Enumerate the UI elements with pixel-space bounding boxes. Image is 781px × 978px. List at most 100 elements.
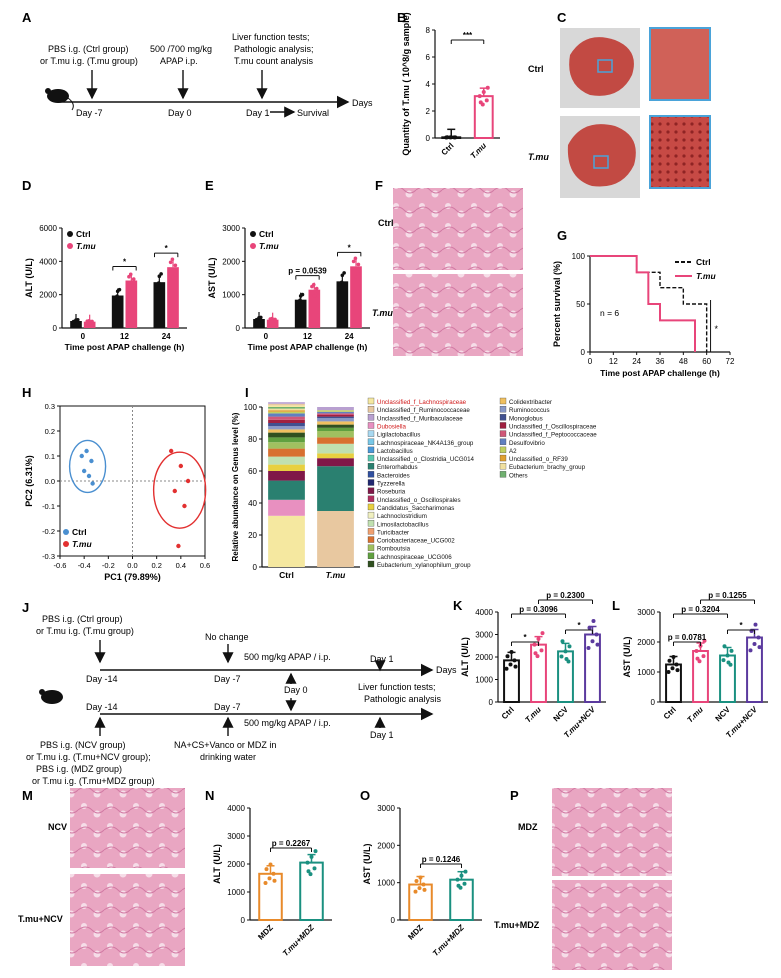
panel-label-o: O [360, 788, 370, 803]
x-tick-label: 60 [702, 357, 711, 366]
y-tick-label: 0.2 [45, 427, 55, 436]
j-days: Days [436, 665, 457, 675]
legend-label: Coriobacteriaceae_UCG002 [377, 538, 455, 545]
legend-label: Unclassified_f_Muribaculaceae [377, 415, 463, 422]
data-point [115, 289, 120, 294]
sig-annotation: * [715, 324, 719, 334]
data-point [675, 668, 680, 673]
data-point [422, 887, 427, 892]
panel-label-b: B [397, 10, 406, 25]
legend-swatch [499, 438, 507, 445]
data-point [540, 631, 545, 636]
j-day-m7a: Day -7 [214, 674, 241, 684]
k-top-annotation: p = 0.2300 [546, 591, 585, 600]
l-top-annotation: p = 0.1255 [708, 591, 747, 600]
data-point [172, 488, 177, 494]
data-point [74, 318, 78, 322]
legend-swatch [499, 422, 507, 429]
legend-marker [63, 529, 69, 535]
j-day-m14b: Day -14 [86, 702, 118, 712]
j-day-m14a: Day -14 [86, 674, 118, 684]
y-tick-label: 6 [426, 53, 431, 62]
mouse-icon [45, 88, 74, 111]
timeline-j: PBS i.g. (Ctrl group) or T.mu i.g. (T.mu… [26, 614, 457, 786]
data-point [176, 543, 181, 549]
data-point [273, 317, 277, 322]
y-tick-label: 0 [236, 324, 241, 333]
data-point [445, 135, 450, 140]
data-point [131, 277, 136, 281]
survival-line [590, 255, 696, 352]
y-tick-label: 2 [426, 107, 431, 116]
liver-photos-c: Ctrl T.mu [528, 27, 711, 198]
data-point [753, 622, 758, 627]
stack-segment [268, 408, 305, 411]
legend-swatch [499, 446, 507, 454]
legend-swatch [367, 528, 375, 535]
j-top1: PBS i.g. (Ctrl group) [42, 614, 123, 624]
data-point [722, 644, 727, 649]
stack-segment [317, 410, 354, 412]
y-tick-label: 100 [244, 403, 258, 412]
data-point [449, 135, 454, 140]
n-annotation: p = 0.2267 [272, 839, 311, 848]
chart-n: 0 1000 2000 3000 4000 ALT (U/L) MDZ T.mu+MDZ p =… [212, 804, 332, 958]
data-point [312, 294, 317, 298]
data-point [309, 854, 314, 859]
stack-segment [268, 407, 305, 409]
y-tick-label: 40 [248, 499, 257, 508]
o-annotation: p = 0.1246 [422, 855, 461, 864]
x-axis-label: Time post APAP challenge (h) [248, 342, 368, 352]
stack-segment [268, 410, 305, 412]
j-day1b: Day 1 [370, 730, 394, 740]
y-tick-label: 1000 [222, 291, 240, 300]
data-point [417, 886, 422, 891]
y-tick-label: 4 [426, 80, 431, 89]
data-point [173, 272, 177, 277]
x-tick-label: 12 [303, 332, 312, 341]
stack-segment [268, 426, 305, 430]
panel-label-j: J [22, 600, 29, 615]
data-point [695, 656, 700, 661]
data-point [413, 889, 418, 894]
data-point [90, 481, 95, 486]
data-point [513, 664, 518, 669]
data-point [533, 651, 538, 656]
stack-segment [317, 466, 354, 511]
data-point [312, 866, 317, 871]
legend-swatch [367, 520, 375, 527]
x-tick-label: NCV [714, 705, 733, 724]
legend-label: Lactobacillus [377, 448, 413, 455]
stack-segment [268, 442, 305, 449]
j-bot2: or T.mu i.g. (T.mu+NCV group); [26, 752, 151, 762]
l-right-annotation: * [739, 621, 743, 630]
stack-segment [268, 515, 305, 567]
legend-swatch [367, 471, 375, 478]
x-axis-label: Time post APAP challenge (h) [65, 342, 185, 352]
bar [153, 282, 166, 328]
data-point [674, 662, 679, 667]
legend-label: Ligilactobacillus [377, 432, 420, 439]
y-tick-label: 0 [391, 916, 396, 925]
legend-label: Eubacterium_brachy_group [509, 464, 586, 471]
data-point [594, 632, 599, 637]
legend-swatch [499, 414, 507, 421]
y-tick-label: 3000 [222, 224, 240, 233]
stack-segment [268, 471, 305, 481]
data-point [539, 648, 544, 653]
stack-segment [268, 480, 305, 500]
data-point [591, 619, 596, 623]
legend-swatch [367, 438, 375, 445]
data-point [459, 873, 464, 878]
d-sig-annotation: * [165, 244, 169, 253]
data-point [729, 648, 734, 653]
days-axis-label: Days [352, 98, 373, 108]
day-minus7-label: Day -7 [76, 108, 103, 118]
legend-swatch [367, 397, 375, 405]
y-axis-label: AST (U/L) [622, 637, 632, 678]
y-tick-label: 4000 [475, 608, 493, 617]
data-point [353, 256, 358, 261]
